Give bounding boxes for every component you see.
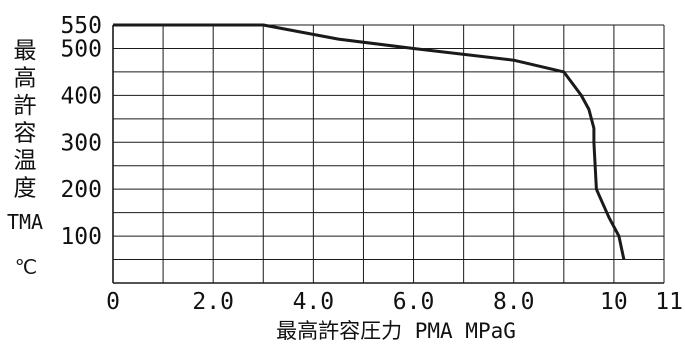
- y-tick-label: 300: [60, 130, 102, 156]
- x-tick-label: 10: [600, 289, 628, 315]
- y-axis-label-char: 許: [14, 93, 37, 119]
- y-tick-label: 200: [60, 177, 102, 203]
- y-axis-label-tma: TMA: [7, 210, 43, 234]
- y-tick-label: 400: [60, 83, 102, 109]
- x-tick-label: 11: [655, 289, 683, 315]
- y-axis-label-char: 度: [14, 176, 37, 202]
- y-axis-label-char: 高: [14, 66, 37, 92]
- x-tick-label: 2.0: [192, 289, 234, 315]
- y-tick-label: 100: [60, 224, 102, 250]
- x-tick-label: 0: [106, 289, 120, 315]
- y-tick-label: 550: [60, 13, 102, 39]
- x-axis-label: 最高許容圧力 PMA MPaG: [276, 319, 516, 343]
- x-tick-labels: 0 2.0 4.0 6.0 8.0 10 11: [106, 289, 683, 315]
- y-axis-label-char: 温: [14, 148, 37, 174]
- x-tick-label: 6.0: [393, 289, 435, 315]
- x-tick-label: 8.0: [493, 289, 535, 315]
- x-tick-label: 4.0: [293, 289, 335, 315]
- grid: [112, 24, 665, 284]
- y-axis-label-unit: ℃: [15, 255, 37, 279]
- y-tick-label: 500: [60, 36, 102, 62]
- y-axis-label-char: 最: [14, 38, 37, 64]
- y-axis-label-char: 容: [14, 121, 37, 147]
- series-line: [113, 23, 626, 260]
